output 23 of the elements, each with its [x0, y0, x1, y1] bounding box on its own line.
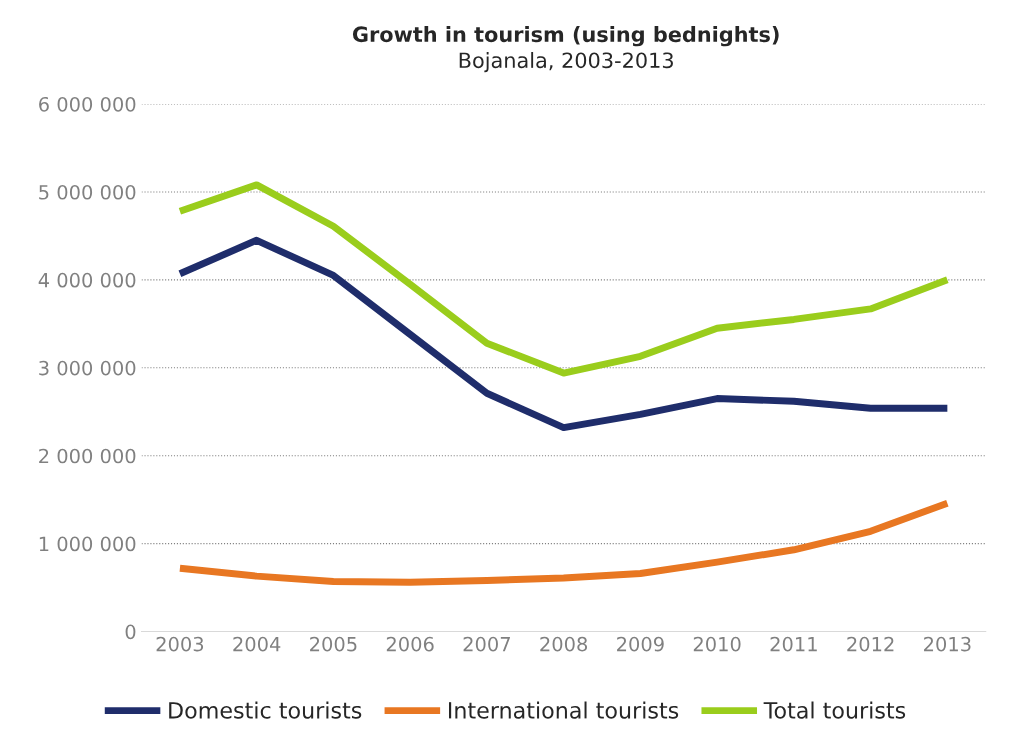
chart-subtitle: Bojanala, 2003-2013 — [459, 52, 673, 73]
y-tick-label: 6 000 000 — [39, 96, 136, 112]
y-tick-label: 0 — [125, 624, 136, 640]
x-tick-label: 2003 — [156, 636, 204, 652]
x-tick-label: 2012 — [847, 636, 894, 652]
x-tick-label: 2004 — [233, 636, 281, 652]
x-tick-label: 2008 — [540, 636, 588, 652]
y-tick-label: 3 000 000 — [39, 360, 136, 376]
chart-title: Growth in tourism (using bednights) — [352, 26, 779, 47]
x-tick-label: 2010 — [693, 636, 741, 652]
y-tick-label: 4 000 000 — [38, 272, 136, 288]
x-tick-label: 2007 — [463, 636, 510, 652]
y-tick-label: 1 000 000 — [39, 536, 136, 552]
legend-label: Total tourists — [763, 701, 906, 719]
x-tick-label: 2013 — [924, 636, 971, 652]
x-tick-label: 2009 — [617, 636, 664, 652]
x-tick-label: 2006 — [386, 636, 434, 652]
y-tick-label: 5 000 000 — [39, 184, 136, 200]
legend-label: Domestic tourists — [169, 701, 362, 719]
y-tick-label: 2 000 000 — [39, 448, 136, 464]
legend-label: International tourists — [448, 701, 679, 719]
x-tick-label: 2005 — [310, 636, 357, 652]
x-tick-label: 2011 — [770, 636, 817, 652]
